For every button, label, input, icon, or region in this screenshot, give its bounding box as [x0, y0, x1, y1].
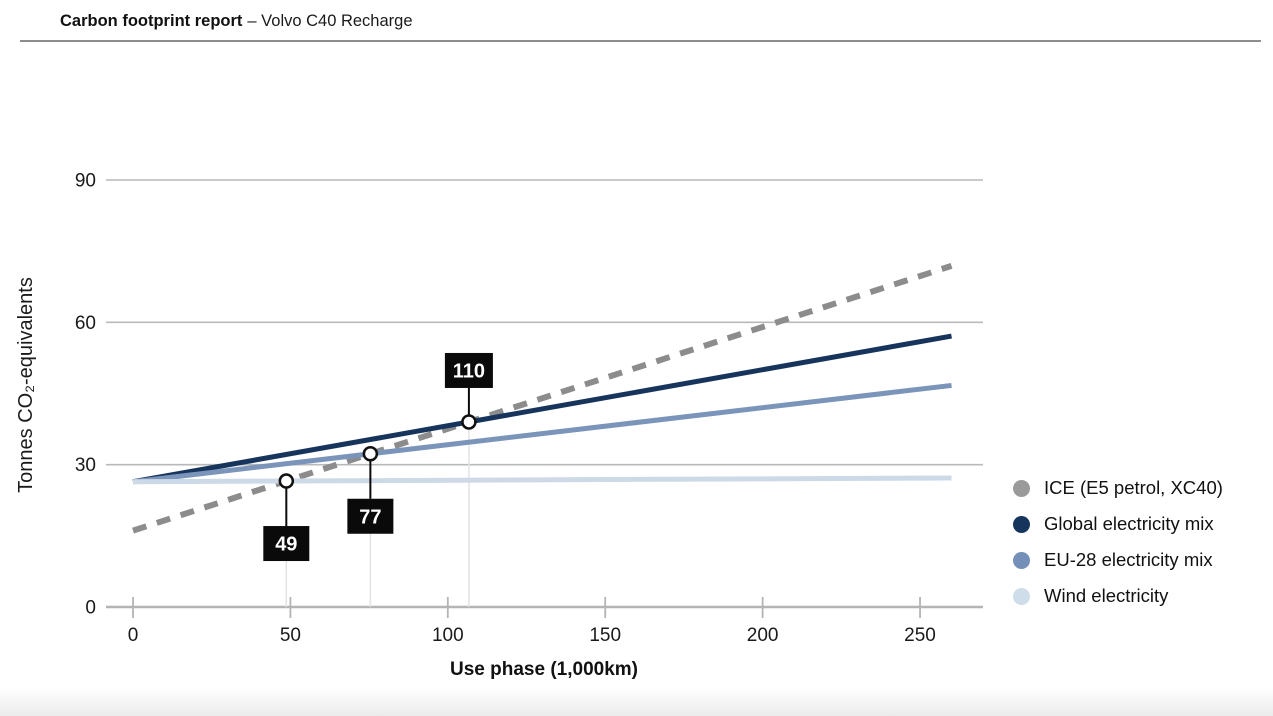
legend-dot-icon — [1013, 551, 1030, 569]
breakeven-point-110 — [461, 414, 477, 430]
x-tick-label-100: 100 — [432, 625, 464, 646]
legend-dot-icon — [1013, 587, 1030, 605]
bottom-fade-gradient — [0, 688, 1273, 716]
x-tick-label-150: 150 — [589, 625, 621, 646]
legend-item-label: Global electricity mix — [1044, 513, 1214, 534]
breakeven-label-110: 110 — [453, 360, 485, 382]
x-tick-label-200: 200 — [747, 625, 779, 646]
series-line-ice — [132, 263, 953, 534]
legend-item-label: Wind electricity — [1044, 585, 1169, 606]
legend-dot-icon — [1013, 515, 1030, 533]
y-tick-label-90: 90 — [75, 171, 96, 192]
page-title-bold: Carbon footprint report — [60, 12, 243, 30]
breakeven-label-77: 77 — [359, 506, 381, 528]
page-title: Carbon footprint report – Volvo C40 Recha… — [60, 10, 413, 32]
series-line-global-mix — [132, 333, 952, 485]
header-divider — [20, 40, 1261, 42]
x-axis-title: Use phase (1,000km) — [450, 659, 638, 680]
legend-item-eu28-mix: EU-28 electricity mix — [1013, 542, 1268, 578]
breakeven-label-box-110 — [444, 352, 493, 388]
chart-legend: ICE (E5 petrol, XC40) Global electricity … — [1013, 470, 1268, 614]
breakeven-label-49: 49 — [275, 534, 297, 556]
legend-item-label: EU-28 electricity mix — [1044, 549, 1213, 570]
y-tick-label-30: 30 — [75, 455, 96, 476]
y-axis-title: Tonnes CO₂-equivalents — [15, 277, 37, 493]
y-tick-label-60: 60 — [75, 313, 96, 334]
legend-dot-icon — [1013, 479, 1030, 497]
legend-item-wind: Wind electricity — [1013, 578, 1268, 614]
breakeven-label-box-49 — [263, 526, 310, 562]
page-title-subtitle: – Volvo C40 Recharge — [247, 12, 413, 30]
legend-item-label: ICE (E5 petrol, XC40) — [1044, 477, 1223, 498]
x-tick-label-50: 50 — [280, 625, 301, 646]
x-tick-label-250: 250 — [904, 625, 936, 646]
series-line-wind — [132, 475, 952, 485]
y-tick-label-0: 0 — [85, 598, 96, 619]
legend-item-global-mix: Global electricity mix — [1013, 506, 1268, 542]
breakeven-point-49 — [278, 473, 295, 489]
breakeven-label-box-77 — [347, 498, 394, 534]
breakeven-point-77 — [362, 446, 379, 462]
series-line-eu28-mix — [132, 382, 952, 485]
legend-item-ice: ICE (E5 petrol, XC40) — [1013, 470, 1268, 506]
x-tick-label-0: 0 — [128, 625, 139, 646]
